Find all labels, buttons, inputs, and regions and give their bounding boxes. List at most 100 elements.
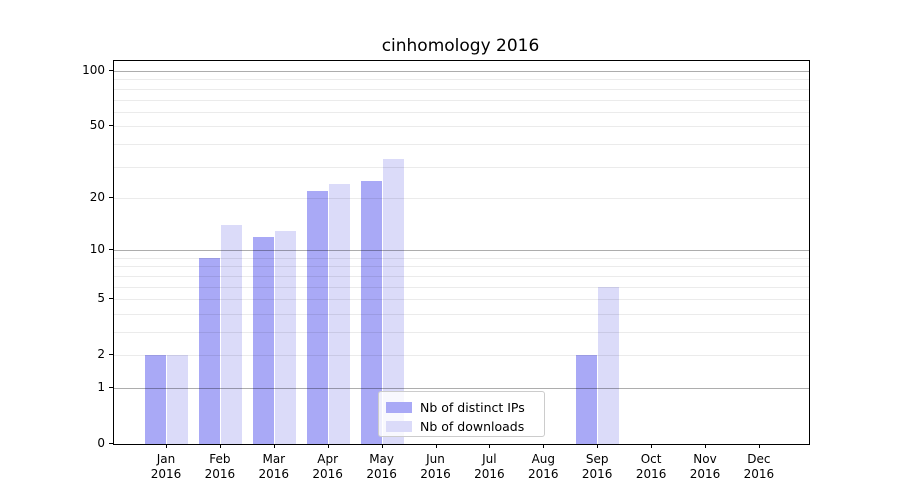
x-tick-month: Sep bbox=[585, 452, 609, 466]
x-tick-mark bbox=[489, 444, 491, 448]
bar-downloads-mar bbox=[274, 230, 296, 444]
x-tick-mark bbox=[758, 444, 760, 448]
gridline-minor-8 bbox=[114, 266, 809, 268]
x-tick-label-jul: Jul 2016 bbox=[461, 452, 517, 482]
x-tick-mark bbox=[381, 444, 383, 448]
gridline-minor-2 bbox=[114, 355, 809, 357]
x-tick-year: 2016 bbox=[312, 467, 343, 481]
legend-swatch-distinct-ips-icon bbox=[386, 401, 412, 413]
legend-item-downloads: Nb of downloads bbox=[386, 417, 536, 435]
x-tick-mark bbox=[327, 444, 329, 448]
y-tick-mark bbox=[109, 387, 113, 388]
x-tick-year: 2016 bbox=[204, 467, 236, 481]
x-tick-label-jan: Jan 2016 bbox=[138, 452, 194, 482]
x-tick-year: 2016 bbox=[150, 467, 182, 481]
x-tick-year: 2016 bbox=[581, 467, 613, 481]
y-tick-label-100: 100 bbox=[82, 63, 105, 77]
gridline-minor-7 bbox=[114, 275, 809, 277]
x-tick-mark bbox=[705, 444, 706, 448]
bar-downloads-apr bbox=[328, 183, 350, 444]
bar-distinct-ips-jan bbox=[145, 355, 166, 444]
gridline-minor-6 bbox=[114, 286, 809, 288]
x-tick-label-mar: Mar 2016 bbox=[246, 452, 302, 482]
x-tick-mark bbox=[597, 444, 599, 448]
legend-item-distinct-ips: Nb of distinct IPs bbox=[386, 398, 536, 416]
gridline-major-100 bbox=[114, 71, 809, 72]
bar-distinct-ips-feb bbox=[198, 257, 220, 444]
gridline-minor-80 bbox=[114, 88, 809, 90]
x-tick-month: Oct bbox=[640, 452, 662, 466]
x-tick-year: 2016 bbox=[743, 467, 775, 481]
x-tick-year: 2016 bbox=[528, 467, 559, 481]
x-tick-month: Nov bbox=[693, 452, 717, 466]
x-tick-mark bbox=[543, 444, 545, 448]
plot-area bbox=[113, 60, 810, 445]
bar-distinct-ips-sep bbox=[576, 355, 598, 444]
bar-distinct-ips-mar bbox=[252, 236, 274, 444]
bar-downloads-feb bbox=[220, 225, 242, 444]
y-tick-mark bbox=[109, 196, 113, 198]
x-tick-mark bbox=[651, 444, 653, 448]
x-tick-label-may: May 2016 bbox=[354, 452, 410, 482]
legend-swatch-downloads-icon bbox=[386, 420, 412, 432]
x-tick-mark bbox=[166, 444, 167, 448]
bar-distinct-ips-may bbox=[360, 180, 382, 444]
y-tick-label-2: 2 bbox=[97, 347, 105, 362]
x-tick-month: May bbox=[369, 452, 394, 466]
gridline-minor-60 bbox=[114, 111, 809, 113]
x-tick-year: 2016 bbox=[366, 467, 397, 481]
y-tick-mark bbox=[109, 443, 113, 444]
gridline-major-1 bbox=[114, 388, 809, 389]
x-tick-label-sep: Sep 2016 bbox=[569, 452, 625, 482]
x-tick-month: Feb bbox=[209, 452, 231, 466]
y-tick-label-10: 10 bbox=[89, 242, 105, 257]
y-tick-mark bbox=[109, 249, 113, 251]
x-tick-year: 2016 bbox=[420, 467, 451, 481]
x-tick-label-aug: Aug 2016 bbox=[515, 452, 571, 482]
legend: Nb of distinct IPs Nb of downloads bbox=[378, 391, 545, 437]
x-tick-month: Dec bbox=[747, 452, 771, 466]
x-tick-month: Mar bbox=[262, 452, 286, 466]
y-tick-mark bbox=[109, 298, 113, 300]
x-tick-label-apr: Apr 2016 bbox=[300, 452, 356, 482]
gridline-minor-40 bbox=[114, 143, 809, 145]
x-tick-month: Apr bbox=[317, 452, 339, 466]
x-tick-label-oct: Oct 2016 bbox=[623, 452, 679, 482]
gridline-major-10 bbox=[114, 250, 809, 252]
bar-downloads-sep bbox=[598, 286, 620, 444]
x-tick-month: Aug bbox=[531, 452, 556, 466]
bar-downloads-jan bbox=[167, 355, 188, 444]
x-tick-year: 2016 bbox=[474, 467, 505, 481]
legend-label-distinct-ips: Nb of distinct IPs bbox=[420, 399, 525, 415]
x-tick-month: Jun bbox=[426, 452, 445, 466]
gridline-minor-5 bbox=[114, 299, 809, 301]
gridline-minor-30 bbox=[114, 166, 809, 168]
gridline-minor-90 bbox=[114, 79, 809, 81]
y-tick-mark bbox=[109, 354, 113, 356]
y-tick-mark bbox=[109, 70, 113, 71]
gridline-minor-20 bbox=[114, 197, 809, 199]
y-tick-label-50: 50 bbox=[89, 118, 105, 133]
x-tick-label-nov: Nov 2016 bbox=[677, 452, 733, 482]
gridline-minor-3 bbox=[114, 332, 809, 333]
chart-title: cinhomology 2016 bbox=[381, 36, 540, 56]
gridline-minor-9 bbox=[114, 257, 809, 259]
y-tick-label-1: 1 bbox=[97, 379, 105, 394]
gridline-minor-70 bbox=[114, 99, 809, 101]
x-tick-mark bbox=[435, 444, 437, 448]
y-tick-label-5: 5 bbox=[97, 291, 105, 306]
legend-label-downloads: Nb of downloads bbox=[420, 418, 525, 434]
y-tick-label-0: 0 bbox=[97, 436, 105, 450]
bar-distinct-ips-apr bbox=[306, 190, 328, 444]
x-tick-year: 2016 bbox=[635, 467, 667, 481]
x-tick-year: 2016 bbox=[689, 467, 721, 481]
x-tick-label-dec: Dec 2016 bbox=[731, 452, 787, 482]
gridline-minor-50 bbox=[114, 126, 809, 128]
x-tick-label-feb: Feb 2016 bbox=[192, 452, 248, 482]
x-tick-mark bbox=[273, 444, 275, 448]
bar-downloads-may bbox=[382, 159, 404, 444]
x-tick-mark bbox=[219, 444, 221, 448]
gridline-minor-4 bbox=[114, 313, 809, 315]
x-tick-label-jun: Jun 2016 bbox=[408, 452, 464, 482]
